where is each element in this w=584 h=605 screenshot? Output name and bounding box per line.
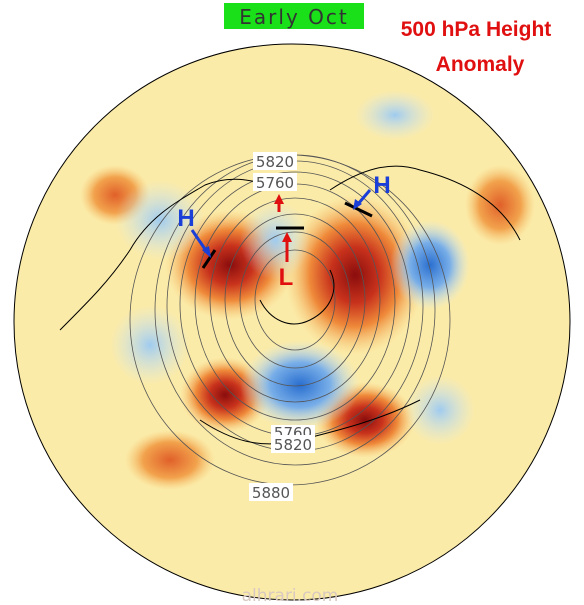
anomaly-blob bbox=[125, 430, 215, 490]
period-box bbox=[224, 3, 364, 29]
contour-label: 5880 bbox=[252, 484, 290, 502]
ridge-axes bbox=[201, 201, 373, 269]
anomaly-blob bbox=[285, 195, 425, 355]
anomaly-blob bbox=[390, 220, 470, 310]
anomaly-blob bbox=[405, 375, 475, 445]
period-label: Early Oct bbox=[239, 5, 348, 29]
anomaly-blob bbox=[240, 340, 360, 430]
title: Anomaly bbox=[436, 53, 525, 76]
contour-label: 5760 bbox=[256, 174, 294, 192]
watermark: alhrari.com bbox=[242, 586, 339, 605]
map-border bbox=[13, 43, 571, 601]
anomaly-blob bbox=[465, 165, 535, 245]
anomaly-blob bbox=[240, 200, 310, 280]
anomaly-blob bbox=[355, 90, 435, 140]
arrows bbox=[190, 189, 372, 262]
anomaly-field bbox=[14, 44, 570, 600]
high-marker: H bbox=[373, 172, 390, 199]
map-disc bbox=[14, 44, 570, 600]
contour-label: 5820 bbox=[256, 153, 294, 171]
contour-labels: 5820 5760 5760 5820 5880 bbox=[249, 152, 315, 502]
anomaly-blob bbox=[110, 305, 190, 385]
contour-label: 5820 bbox=[274, 436, 312, 454]
anomaly-blob bbox=[115, 180, 205, 260]
title: 500 hPa Height bbox=[401, 18, 552, 41]
high-marker: H bbox=[177, 205, 194, 232]
low-marker: L bbox=[279, 264, 294, 291]
coastlines bbox=[59, 165, 521, 445]
